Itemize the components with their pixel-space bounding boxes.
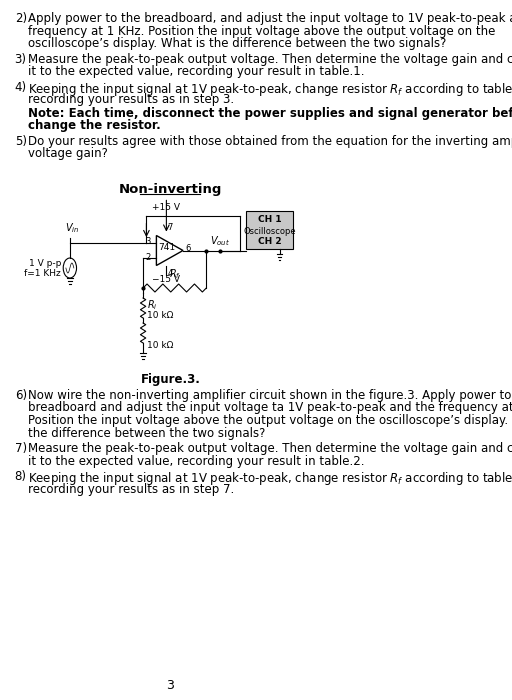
Text: $R_i$: $R_i$	[147, 298, 158, 312]
Text: Now wire the non-inverting amplifier circuit shown in the figure.3. Apply power : Now wire the non-inverting amplifier cir…	[28, 389, 512, 402]
Text: breadboard and adjust the input voltage ta 1V peak-to-peak and the frequency at : breadboard and adjust the input voltage …	[28, 402, 512, 414]
Text: frequency at 1 KHz. Position the input voltage above the output voltage on the: frequency at 1 KHz. Position the input v…	[28, 25, 495, 38]
Text: 7): 7)	[15, 442, 27, 455]
Text: recording your results as in step 3.: recording your results as in step 3.	[28, 93, 234, 106]
Text: Position the input voltage above the output voltage on the oscilloscope’s displa: Position the input voltage above the out…	[28, 414, 512, 427]
FancyBboxPatch shape	[246, 211, 293, 248]
Text: 1 V p-p: 1 V p-p	[29, 258, 61, 267]
Text: +15 V: +15 V	[153, 204, 180, 213]
Text: CH 2: CH 2	[258, 237, 282, 246]
Text: Keeping the input signal at 1V peak-to-peak, change resistor $R_f$ according to : Keeping the input signal at 1V peak-to-p…	[28, 80, 512, 97]
Text: 7: 7	[168, 223, 173, 232]
Text: 6): 6)	[15, 389, 27, 402]
Text: it to the expected value, recording your result in table.2.: it to the expected value, recording your…	[28, 454, 365, 468]
Text: recording your results as in step 7.: recording your results as in step 7.	[28, 482, 234, 496]
Text: $V_{in}$: $V_{in}$	[65, 221, 79, 235]
Text: 10 kΩ: 10 kΩ	[147, 311, 174, 319]
Text: 6: 6	[185, 244, 190, 253]
Text: 10 kΩ: 10 kΩ	[147, 340, 174, 349]
Text: 741: 741	[158, 243, 175, 252]
Text: 3: 3	[166, 679, 174, 692]
Text: 4: 4	[168, 270, 173, 279]
Text: −15 V: −15 V	[153, 274, 180, 284]
Text: Apply power to the breadboard, and adjust the input voltage to 1V peak-to-peak a: Apply power to the breadboard, and adjus…	[28, 12, 512, 25]
Text: Figure.3.: Figure.3.	[140, 373, 200, 386]
Text: 2): 2)	[15, 12, 27, 25]
Text: 3): 3)	[15, 52, 27, 66]
Text: Oscilloscope: Oscilloscope	[243, 227, 296, 235]
Text: Do your results agree with those obtained from the equation for the inverting am: Do your results agree with those obtaine…	[28, 134, 512, 148]
Text: voltage gain?: voltage gain?	[28, 147, 108, 160]
Text: Keeping the input signal at 1V peak-to-peak, change resistor $R_f$ according to : Keeping the input signal at 1V peak-to-p…	[28, 470, 512, 487]
Text: CH 1: CH 1	[258, 216, 282, 225]
Text: $R_f$: $R_f$	[168, 267, 181, 281]
Text: Measure the peak-to-peak output voltage. Then determine the voltage gain and com: Measure the peak-to-peak output voltage.…	[28, 442, 512, 455]
Text: 5): 5)	[15, 134, 27, 148]
Text: change the resistor.: change the resistor.	[28, 119, 161, 132]
Text: 4): 4)	[15, 80, 27, 94]
Text: 2: 2	[146, 253, 151, 262]
Text: it to the expected value, recording your result in table.1.: it to the expected value, recording your…	[28, 65, 365, 78]
Text: 8): 8)	[15, 470, 27, 483]
Text: Note: Each time, disconnect the power supplies and signal generator before you: Note: Each time, disconnect the power su…	[28, 106, 512, 120]
Text: Measure the peak-to-peak output voltage. Then determine the voltage gain and com: Measure the peak-to-peak output voltage.…	[28, 52, 512, 66]
Text: $V_{out}$: $V_{out}$	[209, 234, 230, 248]
Text: oscilloscope’s display. What is the difference between the two signals?: oscilloscope’s display. What is the diff…	[28, 37, 446, 50]
Text: Non-inverting: Non-inverting	[119, 183, 222, 195]
Text: the difference between the two signals?: the difference between the two signals?	[28, 426, 265, 440]
Text: f=1 KHz: f=1 KHz	[25, 269, 61, 277]
Text: 3: 3	[146, 237, 151, 246]
